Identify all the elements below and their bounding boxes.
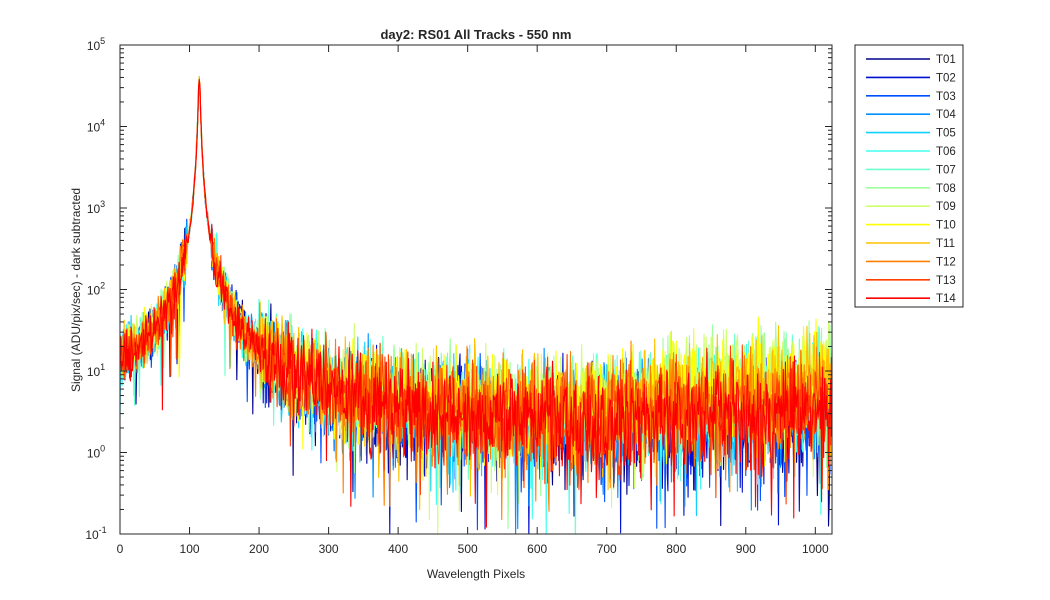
legend-label-t13: T13 [936,275,956,287]
y-tick-label: 101 [87,362,105,379]
x-tick-label: 700 [597,542,617,556]
x-tick-label: 0 [117,542,124,556]
x-tick-label: 500 [458,542,478,556]
legend-label-t10: T10 [936,220,956,232]
legend-label-t04: T04 [936,109,956,121]
legend-label-t05: T05 [936,128,956,140]
legend-label-t07: T07 [936,164,956,176]
legend-label-t14: T14 [936,293,956,305]
legend-label-t08: T08 [936,183,956,195]
y-tick-label: 10-1 [85,525,106,542]
x-tick-label: 600 [527,542,547,556]
y-tick-label: 104 [87,118,105,135]
series-line-t14 [120,79,832,528]
y-axis-label: Signal (ADU/pix/sec) - dark subtracted [69,188,83,392]
x-tick-label: 200 [249,542,269,556]
legend-label-t11: T11 [936,238,955,250]
legend: T01 T02 T03 T04 T05 T06 T07 T08 T09 T10 T11 T12 T13 T… [854,44,964,308]
y-tick-label: 103 [87,199,105,216]
x-tick-label: 300 [319,542,339,556]
y-tick-label: 102 [87,281,105,298]
legend-label-t02: T02 [936,72,956,84]
legend-label-t03: T03 [936,91,956,103]
x-tick-label: 1000 [802,542,829,556]
series-layer [120,75,832,534]
chart-title: day2: RS01 All Tracks - 550 nm [380,27,571,42]
legend-label-t01: T01 [936,54,956,66]
legend-box [854,44,964,308]
y-tick-label: 105 [87,36,105,53]
x-axis-label: Wavelength Pixels [427,567,525,581]
legend-label-t09: T09 [936,201,956,213]
legend-label-t06: T06 [936,146,956,158]
x-tick-label: 800 [666,542,686,556]
y-tick-label: 100 [87,444,105,461]
x-tick-label: 100 [180,542,200,556]
legend-label-t12: T12 [936,256,956,268]
x-tick-label: 400 [388,542,408,556]
y-ticks: 10-1 100 101 102 103 104 105 [85,36,832,542]
x-tick-label: 900 [736,542,756,556]
